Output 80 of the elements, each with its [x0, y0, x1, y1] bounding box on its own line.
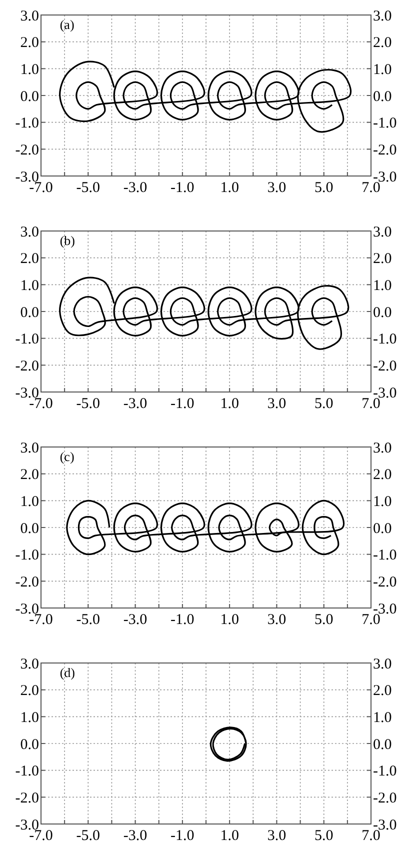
x-tick-label: -3.0	[123, 612, 148, 628]
chart-title: (c)	[60, 449, 74, 464]
y2-tick-label: 3.0	[373, 8, 392, 24]
y2-tick-label: 2.0	[373, 467, 392, 484]
y2-tick-label: -1.0	[373, 548, 397, 564]
y2-tick-label: -2.0	[373, 358, 397, 374]
y2-tick-label: 1.0	[373, 710, 392, 726]
y-tick-label: 3.0	[20, 8, 39, 24]
x-tick-label: 1.0	[220, 180, 239, 196]
y2-tick-label: 2.0	[373, 683, 392, 700]
x-tick-label: 5.0	[314, 180, 334, 196]
y2-tick-label: 3.0	[373, 224, 392, 240]
y-tick-label: 2.0	[20, 251, 39, 268]
y2-tick-label: 3.0	[373, 440, 392, 456]
y2-tick-label: -2.0	[373, 574, 397, 590]
x-tick-label: -1.0	[170, 828, 194, 844]
x-tick-label: 1.0	[220, 612, 239, 628]
y2-tick-label: 3.0	[373, 656, 392, 672]
y2-tick-label: 1.0	[373, 278, 392, 294]
x-tick-label: -5.0	[76, 612, 100, 628]
y-tick-label: 3.0	[20, 224, 39, 240]
y-tick-label: -1.0	[15, 764, 39, 780]
x-tick-label: 3.0	[267, 180, 286, 196]
y2-tick-label: 2.0	[373, 35, 392, 52]
y-tick-label: -2.0	[15, 790, 39, 806]
chart-title: (d)	[60, 665, 76, 680]
x-tick-label: 1.0	[220, 828, 239, 844]
chart-title: (a)	[60, 17, 74, 32]
y-tick-label: 0.0	[20, 88, 39, 105]
y-tick-label: -2.0	[15, 574, 39, 590]
x-tick-label: -3.0	[123, 396, 148, 412]
y-tick-label: -1.0	[15, 548, 39, 564]
y2-tick-label: -1.0	[373, 764, 397, 780]
x-tick-label: 5.0	[314, 396, 334, 412]
x-tick-label: -1.0	[170, 612, 194, 628]
x-tick-label: -5.0	[76, 396, 100, 412]
y-tick-label: -2.0	[15, 358, 39, 374]
x-tick-label: -5.0	[76, 180, 100, 196]
y-tick-label: 3.0	[20, 656, 39, 672]
line-series	[66, 500, 344, 556]
y-tick-label: 3.0	[20, 440, 39, 456]
y2-tick-label: -1.0	[373, 332, 397, 348]
y2-tick-label: 0.0	[373, 736, 392, 753]
x-tick-label: 3.0	[267, 396, 286, 412]
y-tick-label: 1.0	[20, 710, 39, 726]
y2-tick-label: 2.0	[373, 251, 392, 268]
y-tick-label: 2.0	[20, 467, 39, 484]
y-tick-label: 2.0	[20, 683, 39, 700]
y2-tick-label: 0.0	[373, 520, 392, 537]
x-tick-label: 5.0	[314, 612, 334, 628]
line-series	[59, 277, 350, 350]
y-tick-label: -1.0	[15, 332, 39, 348]
y-tick-label: 2.0	[20, 35, 39, 52]
y-tick-label: -1.0	[15, 116, 39, 132]
x-tick-label: -3.0	[123, 180, 148, 196]
x-tick-label: 3.0	[267, 612, 286, 628]
chart-title: (b)	[60, 233, 76, 248]
x-tick-label: 5.0	[314, 828, 334, 844]
x-tick-label: 3.0	[267, 828, 286, 844]
x-tick-label: -3.0	[123, 828, 148, 844]
line-series	[210, 726, 247, 762]
y2-tick-label: -2.0	[373, 790, 397, 806]
x-tick-label: 1.0	[220, 396, 239, 412]
y-tick-label: 1.0	[20, 494, 39, 510]
y2-tick-label: -2.0	[373, 142, 397, 158]
x-tick-label: -5.0	[76, 828, 100, 844]
y2-tick-label: -1.0	[373, 116, 397, 132]
y-tick-label: 0.0	[20, 520, 39, 537]
y2-tick-label: 1.0	[373, 494, 392, 510]
y2-tick-label: 0.0	[373, 304, 392, 321]
y-tick-label: 1.0	[20, 62, 39, 78]
y-tick-label: 0.0	[20, 736, 39, 753]
x-tick-label: -1.0	[170, 180, 194, 196]
y2-tick-label: 0.0	[373, 88, 392, 105]
y-tick-label: 1.0	[20, 278, 39, 294]
line-series	[59, 61, 351, 133]
x-tick-label: -1.0	[170, 396, 194, 412]
y-tick-label: -2.0	[15, 142, 39, 158]
y-tick-label: 0.0	[20, 304, 39, 321]
y2-tick-label: 1.0	[373, 62, 392, 78]
